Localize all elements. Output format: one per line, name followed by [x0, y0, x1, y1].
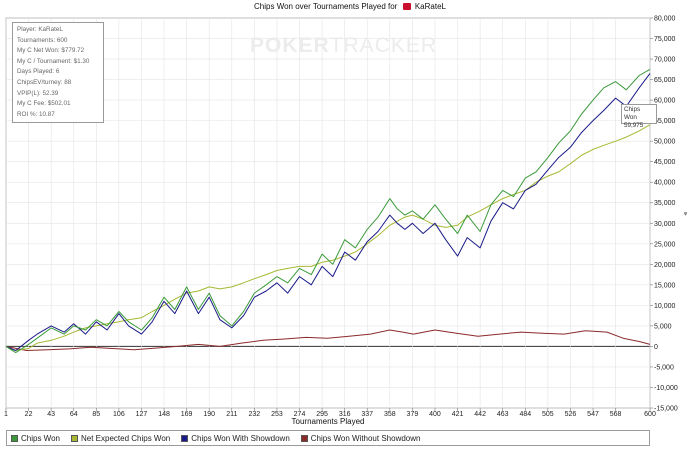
stat-line: Player: KaRateL [17, 26, 63, 33]
stat-line: ChipsEV/turney: 88 [17, 78, 72, 86]
legend-label: Chips Won With Showdown [191, 433, 290, 443]
x-tick-label: 85 [92, 411, 100, 418]
y-tick-label: -10,000 [654, 385, 678, 392]
y-tick-label: 55,000 [654, 118, 676, 125]
x-tick-label: 295 [316, 411, 328, 418]
x-tick-label: 463 [497, 411, 509, 418]
x-tick-label: 43 [47, 411, 55, 418]
x-tick-label: 484 [519, 411, 531, 418]
grid-lines [5, 17, 651, 409]
chart-tooltip: Chips Won 59,975 [621, 104, 657, 129]
y-tick-label: 25,000 [654, 241, 676, 248]
x-tick-label: 106 [113, 411, 125, 418]
x-tick-label: 232 [249, 411, 261, 418]
y-tick-label: 15,000 [654, 282, 676, 289]
legend-label: Net Expected Chips Won [80, 433, 171, 443]
legend-item-chips-won-with-showdown[interactable]: Chips Won With Showdown [181, 434, 290, 443]
x-tick-label: 64 [70, 411, 78, 418]
legend-item-net-expected-chips-won[interactable]: Net Expected Chips Won [70, 433, 171, 443]
stat-line: My C / Tournament: $1.30 [17, 57, 90, 65]
x-tick-label: 211 [226, 411, 237, 418]
y-tick-label: 70,000 [654, 57, 676, 64]
y-tick-label: 75,000 [654, 36, 676, 43]
watermark-part-2: TRACKER [329, 34, 438, 57]
x-tick-label: 190 [203, 411, 215, 418]
legend-swatch [70, 434, 78, 442]
x-tick-label: 253 [271, 411, 283, 418]
series-lines [5, 68, 651, 354]
y-tick-label: 50,000 [654, 139, 676, 146]
x-tick-label: 600 [644, 411, 656, 418]
tooltip-series: Chips Won [624, 106, 641, 121]
chart-title: Chips Won over Tournaments Played for Ka… [0, 2, 700, 11]
x-axis-label: Tournaments Played [292, 417, 365, 426]
y-tick-label: 45,000 [654, 159, 676, 166]
x-tick-label: 148 [158, 411, 170, 418]
chart-title-player: KaRateL [414, 2, 446, 11]
x-tick-label: 1 [4, 411, 8, 418]
axis-marker: ᵩ [684, 209, 687, 216]
x-tick-label: 358 [384, 411, 396, 418]
pokertracker-watermark: POKERTRACKER [250, 34, 437, 58]
x-tick-label: 22 [25, 411, 33, 418]
series-line-chips-won-without-showdown [5, 329, 651, 351]
x-tick-label: 316 [339, 411, 351, 418]
x-tick-label: 400 [429, 411, 441, 418]
legend-swatch [11, 434, 18, 442]
y-tick-label: 0 [654, 344, 658, 351]
plot-area [5, 17, 651, 409]
stat-line: VPIP(L): 52.39 [17, 89, 59, 97]
x-tick-label: 169 [181, 411, 193, 418]
y-tick-label: 30,000 [654, 221, 676, 228]
canada-flag-icon [402, 3, 411, 10]
y-tick-label: -5,000 [654, 364, 674, 371]
x-tick-label: 421 [452, 411, 464, 418]
x-tick-label: 337 [361, 411, 373, 418]
y-tick-label: -15,000 [654, 406, 678, 413]
stat-line: Days Played: 6 [17, 68, 60, 76]
series-line-chips-won [5, 68, 651, 354]
legend-label: Chips Won [21, 433, 60, 443]
x-tick-label: 505 [542, 411, 554, 418]
y-tick-label: 10,000 [654, 303, 676, 310]
x-tick-label: 127 [136, 411, 148, 418]
x-tick-label: 274 [294, 411, 306, 418]
x-tick-label: 379 [407, 411, 419, 418]
legend-item-chips-won-without-showdown[interactable]: Chips Won Without Showdown [300, 433, 421, 443]
x-tick-label: 568 [610, 411, 622, 418]
legend-item-chips-won[interactable]: Chips Won [11, 434, 60, 443]
chart-legend: Chips Won Net Expected Chips Won Chips Won… [6, 430, 650, 446]
legend-swatch [300, 434, 308, 442]
x-tick-label: 547 [587, 411, 599, 418]
watermark-part-1: POKER [250, 34, 330, 57]
y-tick-label: 65,000 [654, 77, 676, 84]
stat-line: My C Net Won: $779.72 [17, 47, 85, 55]
series-line-chips-won-with-showdown [5, 73, 651, 351]
stat-line: Tournaments: 600 [17, 36, 68, 44]
player-stats-box: Player: KaRateL Tournaments: 600 My C Net … [12, 22, 104, 123]
tooltip-value: 59,975 [624, 122, 644, 129]
stat-line: My C Fee: $502.01 [17, 100, 71, 108]
stat-line: ROI %: 10.87 [17, 110, 55, 118]
x-tick-label: 526 [565, 411, 577, 418]
x-tick-label: 442 [474, 411, 486, 418]
legend-label: Chips Won Without Showdown [310, 433, 421, 443]
axes: -15,000 -10,000 -5,000 0 5,000 10,000 15,000 20… [4, 16, 678, 419]
y-tick-label: 5,000 [654, 323, 672, 330]
chart-title-text: Chips Won over Tournaments Played for [254, 2, 398, 11]
y-tick-label: 80,000 [654, 16, 676, 23]
y-tick-label: 35,000 [654, 200, 676, 207]
y-tick-label: 60,000 [654, 98, 676, 105]
y-tick-label: 20,000 [654, 262, 676, 269]
legend-swatch [181, 434, 189, 442]
y-tick-label: 40,000 [654, 180, 676, 187]
